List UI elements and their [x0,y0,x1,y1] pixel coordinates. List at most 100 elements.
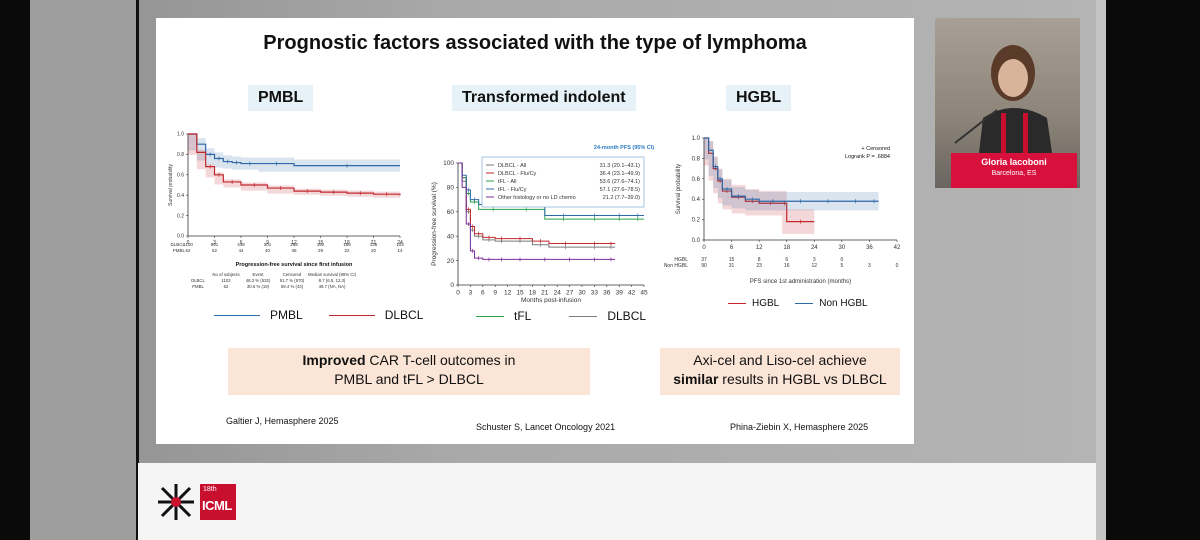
legend-entry-label: tFL - Flu/Cy [498,187,527,193]
logo-name: ICML [202,498,232,513]
right-strip [1096,0,1106,540]
y-tick-label: 0.0 [692,238,701,244]
risk-row-label: DLBCL [170,242,185,247]
legend-entry-label: Other histology or no LD chemo [498,195,576,201]
summary-value: 49.7 (NA, NA) [319,284,346,289]
x-axis-label: Progression-free survival since first in… [236,262,353,268]
section-title-hgbl: HGBL [726,85,792,111]
risk-value: 16 [784,263,790,269]
risk-value: 0 [840,257,843,263]
risk-value: 103 [396,242,404,247]
x-tick-label: 12 [756,245,763,251]
summary-value: 69.4 % (43) [281,284,304,289]
legend-mid: tFL DLBCL [476,309,646,323]
risk-row-label: PMBL [173,248,186,253]
y-tick-label: 80 [447,185,455,192]
note-right: Axi-cel and Liso-cel achieve similar res… [660,348,900,395]
summary-row-label: PMBL [192,284,204,289]
logo-edition: 18th [203,486,217,493]
legend-header: 24-month PFS (95% CI) [594,145,654,151]
risk-value: 44 [238,248,244,253]
y-tick-label: 0.8 [692,156,701,162]
x-tick-label: 9 [266,240,269,246]
summary-header: No of subjects [212,272,239,277]
risk-value: 12 [812,263,818,269]
legend-line-dlbcl-mid [569,315,598,317]
legend-line-hgbl [728,303,746,304]
conference-emblem-icon [158,484,194,520]
x-tick-label: 27 [566,290,574,297]
note-left: Improved CAR T-cell outcomes in PMBL and… [228,348,590,395]
y-tick-label: 0 [450,282,454,289]
y-tick-label: 60 [447,209,455,216]
risk-value: 20 [371,248,377,253]
presentation-slide: Prognostic factors associated with the t… [156,18,914,444]
risk-value: 38 [291,248,297,253]
legend-left: PMBL DLBCL [214,308,423,322]
risk-value: 1100 [183,242,193,247]
series-line-dlbcl [188,133,401,196]
risk-value: 52 [212,248,218,253]
right-edge [1106,0,1200,540]
x-tick-label: 42 [894,245,901,251]
x-tick-label: 33 [591,290,599,297]
legend-line-pmbl [214,314,260,316]
left-edge [0,0,30,540]
legend-label-dlbcl-mid: DLBCL [607,309,647,323]
summary-value: 48.3 % (532) [246,278,271,283]
risk-value: 136 [370,242,378,247]
x-tick-label: 36 [603,290,611,297]
note-left-rest: CAR T-cell outcomes in [365,352,516,368]
reference-mid: Schuster S, Lancet Oncology 2021 [476,422,616,432]
x-tick-label: 21 [541,290,549,297]
y-tick-label: 40 [447,233,455,240]
summary-value: 8.7 (6.5, 12.3) [319,278,346,283]
x-tick-label: 6 [240,240,243,246]
x-tick-label: 24 [554,290,562,297]
risk-value: 891 [211,242,219,247]
x-tick-label: 12 [291,240,297,246]
summary-value: 1102 [221,278,231,283]
x-tick-label: 39 [616,290,624,297]
x-axis-label: Months post-infusion [521,297,581,303]
x-tick-label: 15 [516,290,524,297]
speaker-name: Gloria Iacoboni [981,157,1047,167]
legend-label-dlbcl: DLBCL [384,308,424,322]
note-right-rest: results in HGBL vs DLBCL [718,371,887,387]
x-tick-label: 30 [839,245,846,251]
note-left-bold: Improved [302,352,366,368]
risk-value: 448 [237,242,245,247]
x-tick-label: 3 [213,240,216,246]
series-line-non-hgbl [704,137,879,202]
risk-value: 62 [185,248,191,253]
note-right-bold: similar [673,371,719,387]
summary-header: Event [253,272,265,277]
reference-left: Galtier J, Hemasphere 2025 [226,416,339,426]
panel-divider [136,0,139,540]
risk-value: 23 [756,263,762,269]
x-tick-label: 6 [481,290,485,297]
legend-entry-label: DLBCL - All [498,163,526,169]
legend-right: HGBL Non HGBL [728,298,868,309]
risk-value: 268 [290,242,298,247]
y-tick-label: 0.2 [177,213,184,219]
y-tick-label: 0.4 [177,193,184,199]
y-axis-label: Survival probability [676,164,682,214]
hgbl-km-chart: 0 6 12 18 24 30 36 420.00.20.40.60.81.0Survival… [664,136,901,285]
legend-entry-label: tFL - All [498,179,516,185]
risk-value: 31 [729,263,735,269]
legend-entry-ci: 53.6 (27.6–74.1) [600,179,641,185]
risk-value: 22 [344,248,350,253]
y-tick-label: 0.2 [692,218,701,224]
x-tick-label: 6 [730,245,734,251]
risk-value: 15 [729,257,735,263]
x-tick-label: 30 [578,290,586,297]
legend-entry-ci: 57.1 (27.6–78.5) [600,187,641,193]
series-line-pmbl [188,133,400,167]
note-right-line1: Axi-cel and Liso-cel achieve [693,352,867,368]
left-panel [30,0,138,540]
risk-value: 5 [840,263,843,269]
x-tick-label: 9 [493,290,497,297]
legend-label-tfl: tFL [514,309,532,323]
x-tick-label: 21 [371,240,377,246]
